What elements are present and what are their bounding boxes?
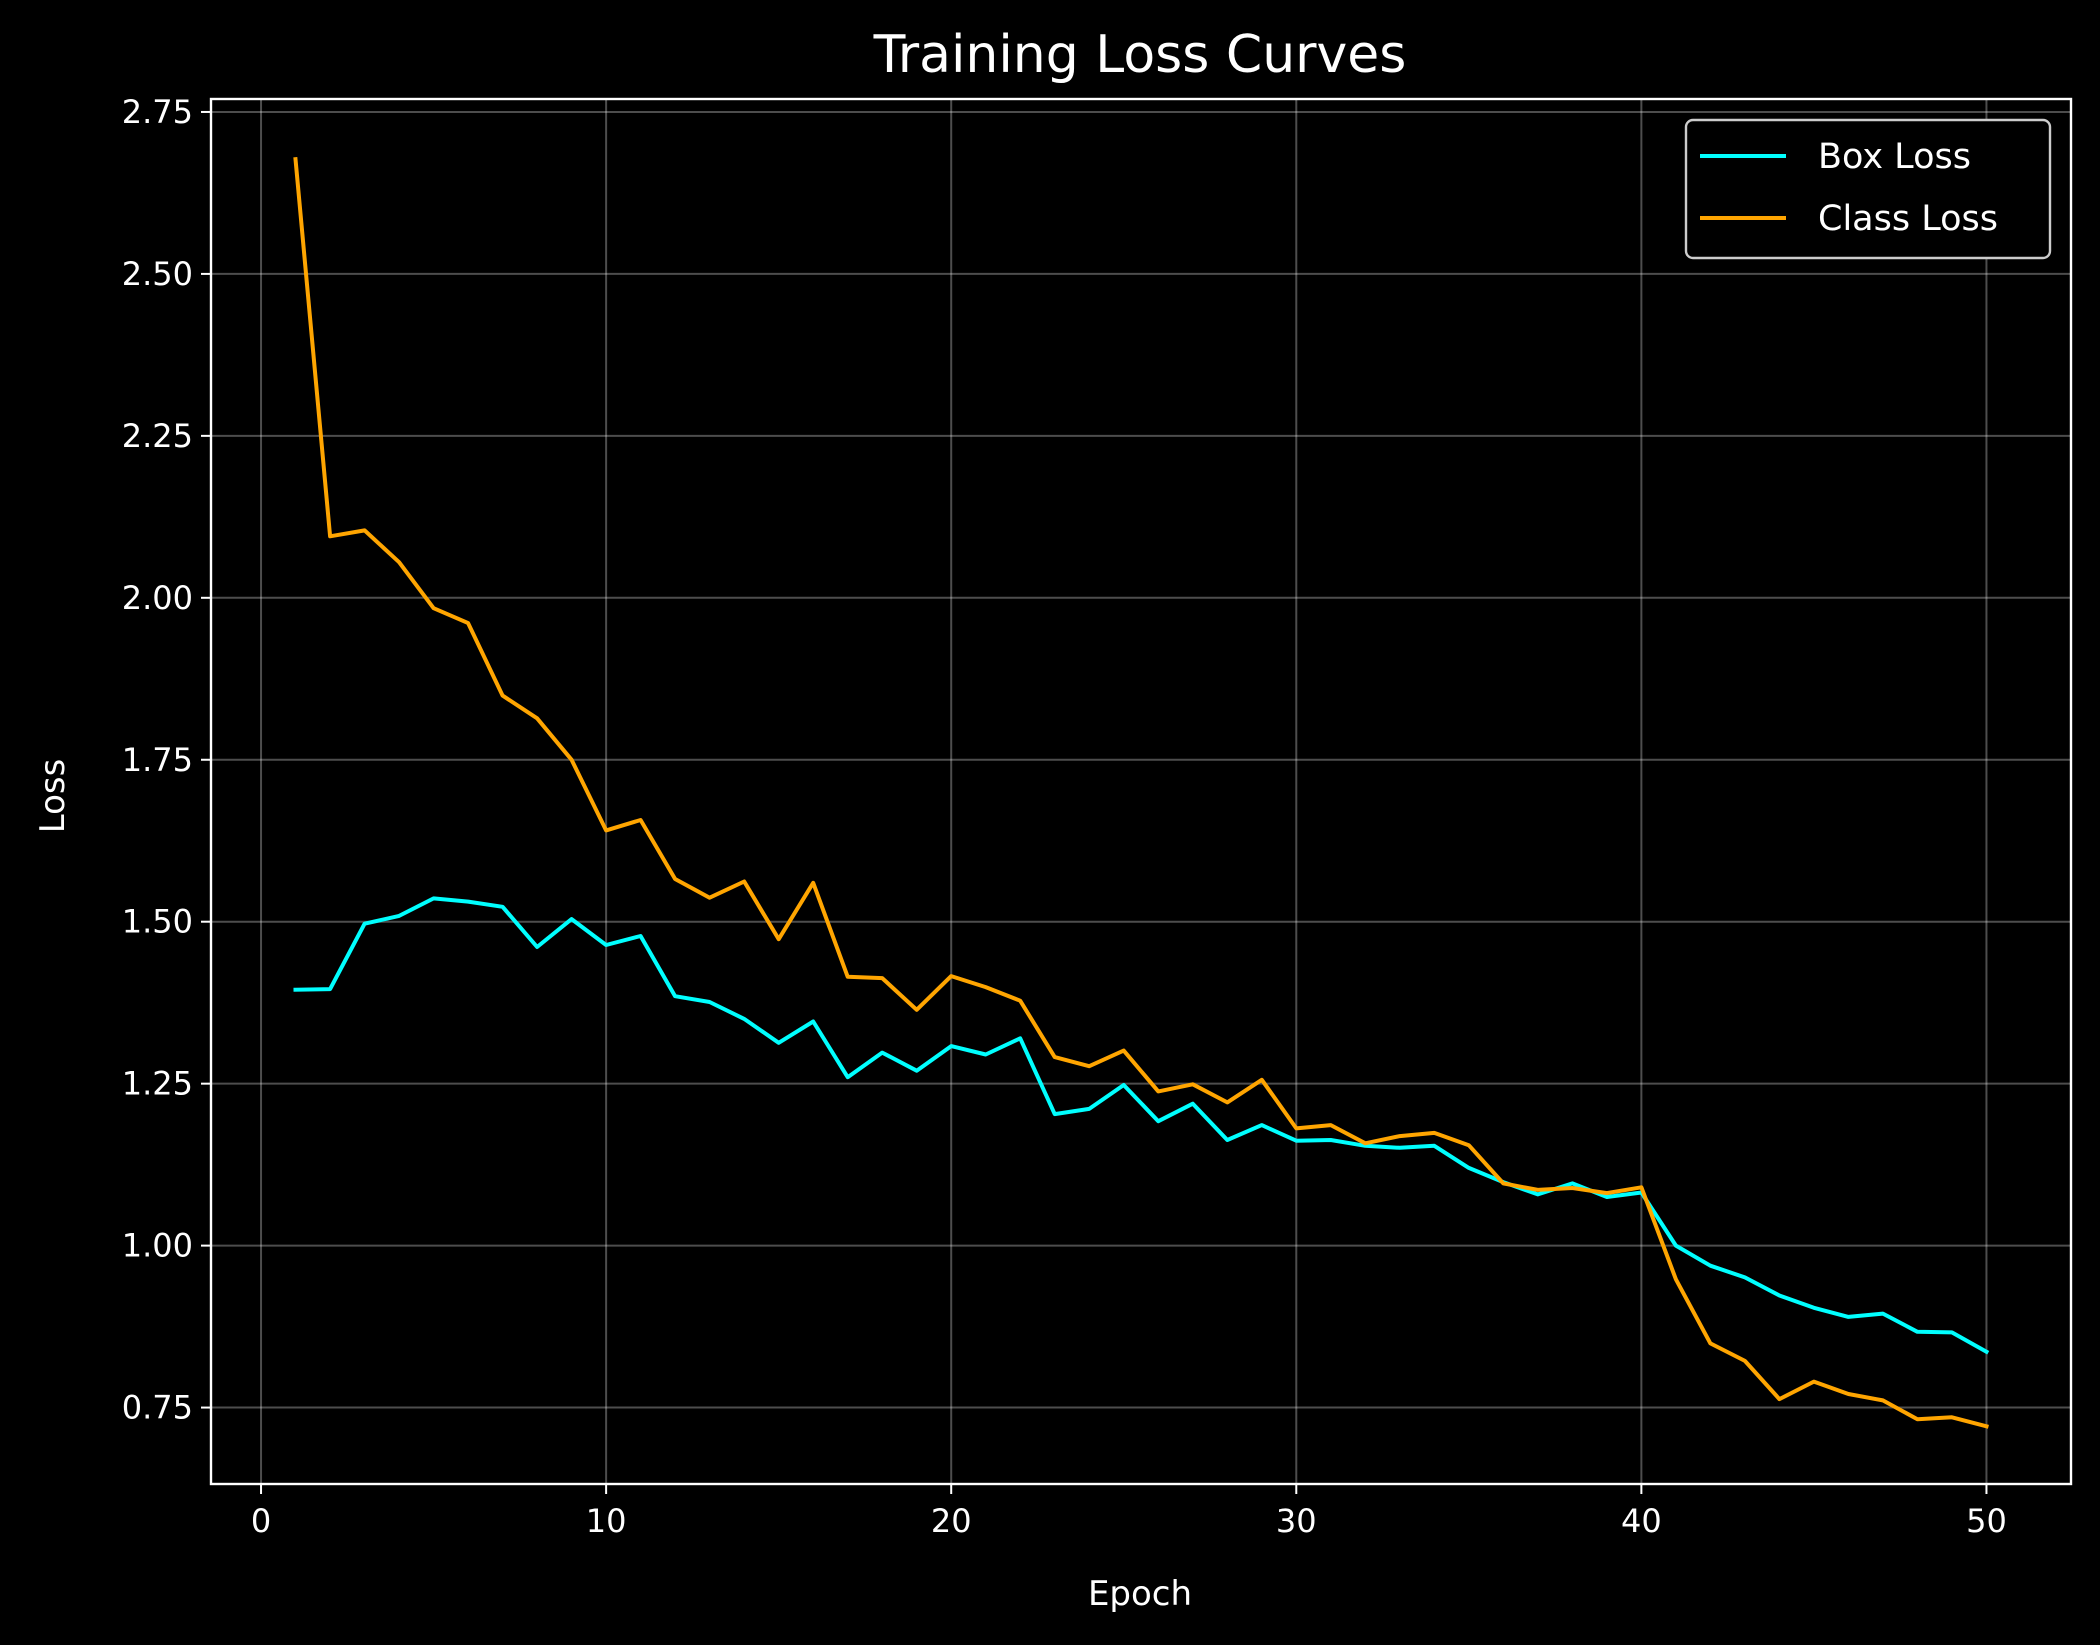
chart-title: Training Loss Curves xyxy=(873,25,1407,85)
legend-label-0: Box Loss xyxy=(1818,137,1971,177)
x-axis-ticks: 0 10 20 30 40 50 xyxy=(251,1484,2007,1540)
x-tick-label: 40 xyxy=(1621,1502,1662,1540)
y-tick-label: 0.75 xyxy=(122,1389,193,1427)
x-tick-label: 10 xyxy=(586,1502,627,1540)
y-axis-ticks: 0.75 1.00 1.25 1.50 1.75 2.00 2.25 2.50 2.75 xyxy=(122,93,211,1427)
x-tick-label: 50 xyxy=(1966,1502,2007,1540)
legend-label-1: Class Loss xyxy=(1818,199,1998,239)
series-line-0 xyxy=(293,896,1990,1355)
y-tick-label: 1.00 xyxy=(122,1227,193,1265)
y-tick-label: 2.50 xyxy=(122,255,193,293)
x-tick-label: 30 xyxy=(1276,1502,1317,1540)
y-tick-label: 2.00 xyxy=(122,579,193,617)
y-tick-label: 1.25 xyxy=(122,1065,193,1103)
series-line-1 xyxy=(293,157,1989,1429)
y-tick-label: 1.50 xyxy=(122,903,193,941)
y-tick-label: 2.25 xyxy=(122,417,193,455)
x-axis-label: Epoch xyxy=(1088,1574,1192,1614)
plot-lines xyxy=(293,157,1990,1429)
x-tick-label: 20 xyxy=(931,1502,972,1540)
x-tick-label: 0 xyxy=(251,1502,271,1540)
legend: Box Loss Class Loss xyxy=(1684,118,2052,260)
y-tick-label: 2.75 xyxy=(122,93,193,131)
y-tick-label: 1.75 xyxy=(122,741,193,779)
y-axis-label: Loss xyxy=(33,759,73,834)
grid xyxy=(211,99,2071,1484)
plot-frame xyxy=(209,97,2073,1486)
